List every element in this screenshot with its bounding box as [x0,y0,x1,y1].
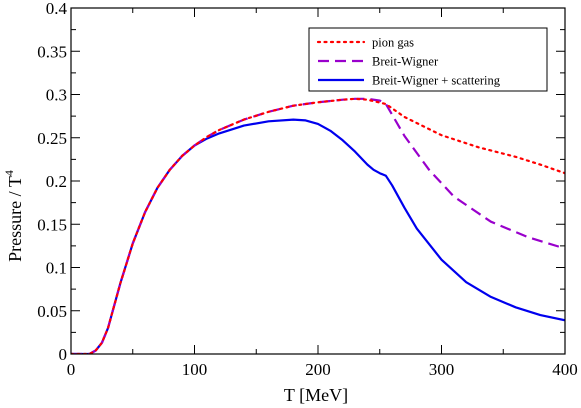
legend-entry-label: pion gas [372,36,414,50]
legend-entry-label: Breit-Wigner + scattering [372,74,501,88]
x-tick-label: 100 [182,360,208,379]
legend-entry-label: Breit-Wigner [372,55,439,69]
y-tick-label: 0.1 [46,259,67,278]
series-line-1 [71,97,565,354]
series-line-3 [71,118,565,354]
y-tick-label: 0 [59,345,68,364]
axes: 0 100 200 300 400 0 0.05 0.1 0.15 0.2 0.25 0.3 0.35 0… [37,0,578,379]
y-axis-title-superscript: 4 [2,170,16,176]
x-tick-label: 0 [67,360,76,379]
y-tick-label: 0.2 [46,172,67,191]
y-tick-label: 0.25 [37,129,67,148]
x-tick-label: 300 [429,360,455,379]
legend: pion gas Breit-Wigner Breit-Wigner + scatt… [308,27,548,92]
y-axis-title-main: Pressure / T [5,176,25,262]
x-tick-label: 200 [305,360,331,379]
x-axis-title: T [MeV] [284,385,348,405]
y-tick-label: 0.4 [46,0,68,18]
y-tick-label: 0.05 [37,302,67,321]
y-tick-label: 0.35 [37,42,67,61]
series-line-2 [71,97,565,354]
x-tick-label: 400 [552,360,578,379]
series-layer [71,97,565,354]
y-tick-label: 0.3 [46,86,67,105]
y-axis-title: Pressure / T4 [2,170,25,262]
y-tick-label: 0.15 [37,215,67,234]
